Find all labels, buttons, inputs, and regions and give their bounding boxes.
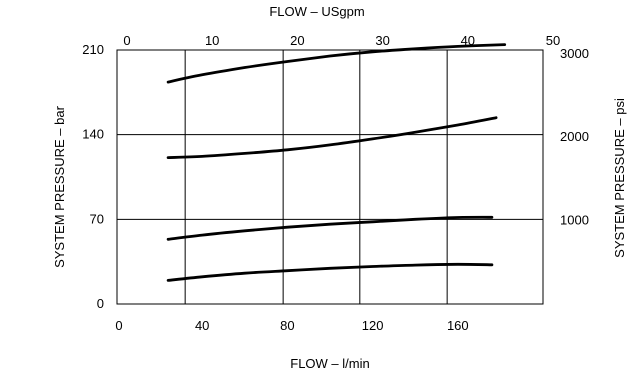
bottom-tick-label-40: 40 <box>195 318 209 333</box>
right-tick-label-3000: 3000 <box>560 46 589 61</box>
right-axis-title: SYSTEM PRESSURE – psi <box>612 98 627 258</box>
right-axis-ticks: 1000 2000 3000 <box>560 46 589 228</box>
bottom-tick-label-0: 0 <box>115 318 122 333</box>
bottom-tick-label-160: 160 <box>447 318 469 333</box>
top-axis-title: FLOW – USgpm <box>269 4 364 19</box>
left-tick-label-210: 210 <box>82 42 104 57</box>
top-tick-label-30: 30 <box>375 33 389 48</box>
bottom-axis-ticks: 0 40 80 120 160 <box>115 318 468 333</box>
grid-lines <box>117 50 543 304</box>
bottom-axis-title: FLOW – l/min <box>290 356 369 371</box>
plot-frame <box>116 49 544 305</box>
top-tick-label-20: 20 <box>290 33 304 48</box>
right-tick-label-2000: 2000 <box>560 129 589 144</box>
top-tick-label-50: 50 <box>546 33 560 48</box>
left-axis-title: SYSTEM PRESSURE – bar <box>52 105 67 267</box>
bottom-tick-label-80: 80 <box>280 318 294 333</box>
series-line-4 <box>166 43 507 84</box>
right-tick-label-1000: 1000 <box>560 213 589 228</box>
left-tick-label-140: 140 <box>82 127 104 142</box>
top-tick-label-10: 10 <box>205 33 219 48</box>
top-axis-ticks: 0 10 20 30 40 50 <box>123 33 560 48</box>
series-line-1 <box>166 262 494 282</box>
left-axis-ticks: 0 70 140 210 <box>82 42 104 311</box>
left-tick-label-0: 0 <box>97 296 104 311</box>
series-line-3 <box>166 116 498 159</box>
top-tick-label-40: 40 <box>461 33 475 48</box>
left-tick-label-70: 70 <box>90 211 104 226</box>
series-lines <box>166 43 507 282</box>
series-line-2 <box>166 215 494 241</box>
top-tick-label-0: 0 <box>123 33 130 48</box>
bottom-tick-label-120: 120 <box>362 318 384 333</box>
